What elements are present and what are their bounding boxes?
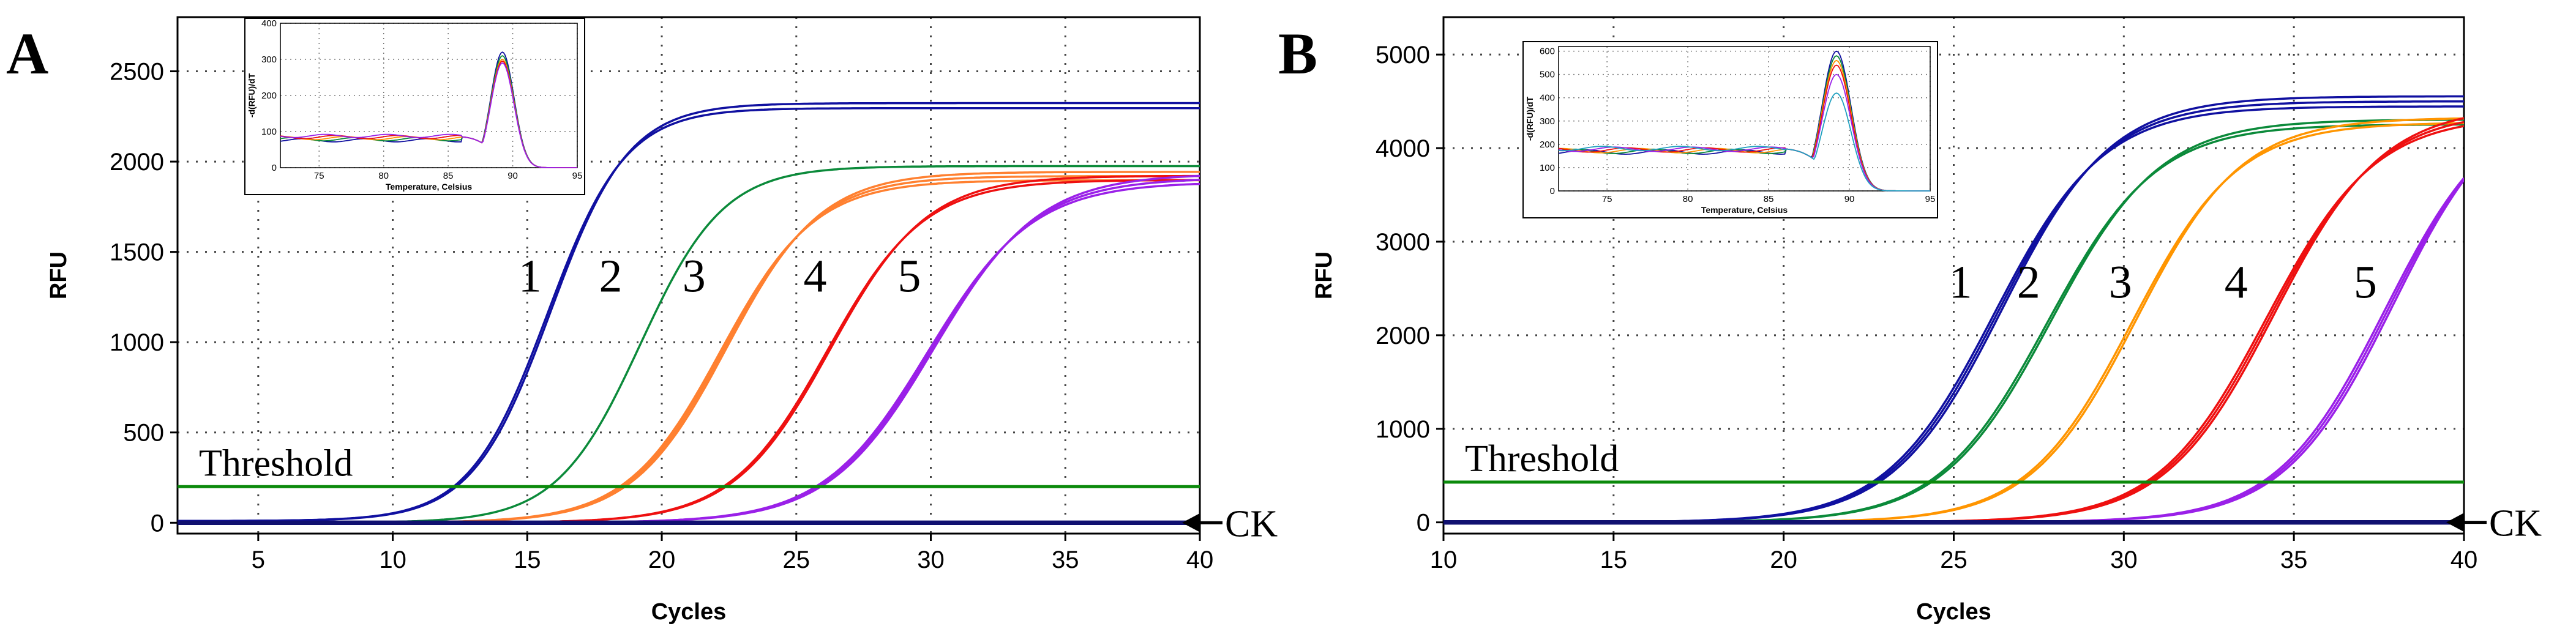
inset-frame	[280, 23, 578, 168]
melt-curve-inset: 75 80 85 90 95 0 100 200 300 400 Temperature, Cels…	[244, 18, 585, 195]
y-tick-label: 1500	[110, 239, 164, 266]
amplification-curve-1	[178, 102, 1200, 523]
inset-y-tick-label: 0	[1550, 186, 1555, 196]
x-axis-title: Cycles	[651, 599, 727, 625]
y-tick-label: 5000	[1376, 42, 1430, 69]
threshold-label: Threshold	[1465, 438, 1619, 480]
inset-y-tick-label: 500	[1540, 70, 1555, 80]
inset-y-tick-label: 100	[261, 127, 277, 137]
x-tick-label: 20	[648, 546, 676, 573]
x-tick-label: 25	[783, 546, 811, 573]
inset-x-tick-label: 95	[1925, 194, 1936, 204]
inset-x-tick-label: 75	[314, 171, 324, 181]
inset-x-tick-label: 80	[1683, 194, 1693, 204]
inset-background	[244, 18, 585, 195]
melt-curve	[1558, 92, 1930, 192]
inset-x-tick-label: 80	[378, 171, 389, 181]
x-tick-label: 15	[514, 546, 541, 573]
curve-number-label: 3	[683, 251, 706, 302]
inset-background	[1522, 41, 1938, 218]
plot-area	[1443, 95, 2464, 525]
inset-x-tick-label: 90	[507, 171, 518, 181]
inset-frame	[1558, 46, 1931, 192]
panel-b: B10 15 20 25 30 35 40010002000300040005000Cycl…	[1278, 16, 2542, 625]
panel-a: A5 10 15 20 25 30 35 4005001000150020002500Cycl…	[6, 16, 1278, 625]
inset-y-axis-title: -d(RFU)/dT	[247, 73, 256, 117]
inset-y-tick-label: 100	[1540, 163, 1555, 173]
y-tick-label: 2000	[110, 149, 164, 176]
x-tick-label: 30	[2110, 546, 2138, 573]
inset-x-tick-label: 95	[572, 171, 583, 181]
inset-x-axis-title: Temperature, Celsius	[386, 182, 473, 192]
y-tick-label: 500	[123, 420, 164, 447]
inset-y-tick-label: 400	[1540, 93, 1555, 103]
inset-y-tick-label: 0	[272, 163, 277, 173]
x-tick-label: 20	[1770, 546, 1797, 573]
plot-area	[178, 102, 1200, 525]
curve-number-label: 2	[599, 251, 623, 302]
plot-frame	[176, 16, 1201, 535]
curve-number-label: 4	[2225, 257, 2248, 308]
inset-y-tick-label: 200	[261, 91, 277, 101]
ck-label: CK	[2489, 503, 2542, 545]
y-tick-label: 3000	[1376, 229, 1430, 256]
curve-number-label: 5	[2354, 257, 2377, 308]
x-tick-label: 35	[2280, 546, 2308, 573]
inset-y-tick-label: 600	[1540, 47, 1555, 57]
ck-arrow-head	[1182, 513, 1200, 533]
inset-x-tick-label: 85	[1764, 194, 1774, 204]
x-tick-label: 40	[2451, 546, 2478, 573]
melt-curve	[1558, 73, 1930, 192]
x-tick-label: 5	[252, 546, 265, 573]
y-axis-title: RFU	[46, 251, 72, 299]
curve-number-label: 1	[519, 251, 542, 302]
melt-curve	[280, 62, 577, 168]
ck-label: CK	[1225, 503, 1278, 545]
x-axis-title: Cycles	[1916, 599, 1991, 625]
inset-x-tick-label: 75	[1602, 194, 1612, 204]
inset-x-tick-label: 85	[443, 171, 454, 181]
x-tick-label: 35	[1052, 546, 1079, 573]
curve-number-label: 2	[2017, 257, 2040, 308]
inset-y-tick-label: 200	[1540, 140, 1555, 150]
melt-curve-inset: 75 80 85 90 95 0 100 200 300 400 500 600 Temperature…	[1522, 41, 1938, 218]
y-tick-label: 1000	[1376, 416, 1430, 443]
inset-x-tick-label: 90	[1844, 194, 1855, 204]
inset-y-tick-label: 300	[261, 54, 277, 65]
y-tick-label: 1000	[110, 329, 164, 356]
inset-y-axis-title: -d(RFU)/dT	[1525, 96, 1535, 141]
y-tick-label: 4000	[1376, 135, 1430, 162]
curve-number-label: 5	[897, 251, 921, 302]
panel-letter: B	[1278, 21, 1317, 86]
panel-letter: A	[6, 21, 48, 86]
y-axis-title: RFU	[1311, 251, 1337, 299]
y-tick-label: 2500	[110, 59, 164, 86]
inset-x-axis-title: Temperature, Celsius	[1701, 205, 1788, 215]
x-tick-label: 40	[1186, 546, 1214, 573]
x-tick-label: 10	[379, 546, 406, 573]
x-tick-label: 25	[1940, 546, 1968, 573]
inset-y-tick-label: 400	[261, 18, 277, 29]
ck-arrow-head	[2446, 512, 2465, 532]
curve-number-label: 4	[804, 251, 827, 302]
threshold-label: Threshold	[199, 442, 353, 484]
y-tick-label: 0	[1417, 510, 1430, 537]
x-tick-label: 30	[917, 546, 945, 573]
x-tick-label: 15	[1600, 546, 1628, 573]
inset-y-tick-label: 300	[1540, 116, 1555, 127]
curve-number-label: 3	[2109, 257, 2132, 308]
y-tick-label: 0	[151, 510, 164, 537]
curve-number-label: 1	[1949, 257, 1972, 308]
x-tick-label: 10	[1430, 546, 1458, 573]
y-tick-label: 2000	[1376, 322, 1430, 349]
